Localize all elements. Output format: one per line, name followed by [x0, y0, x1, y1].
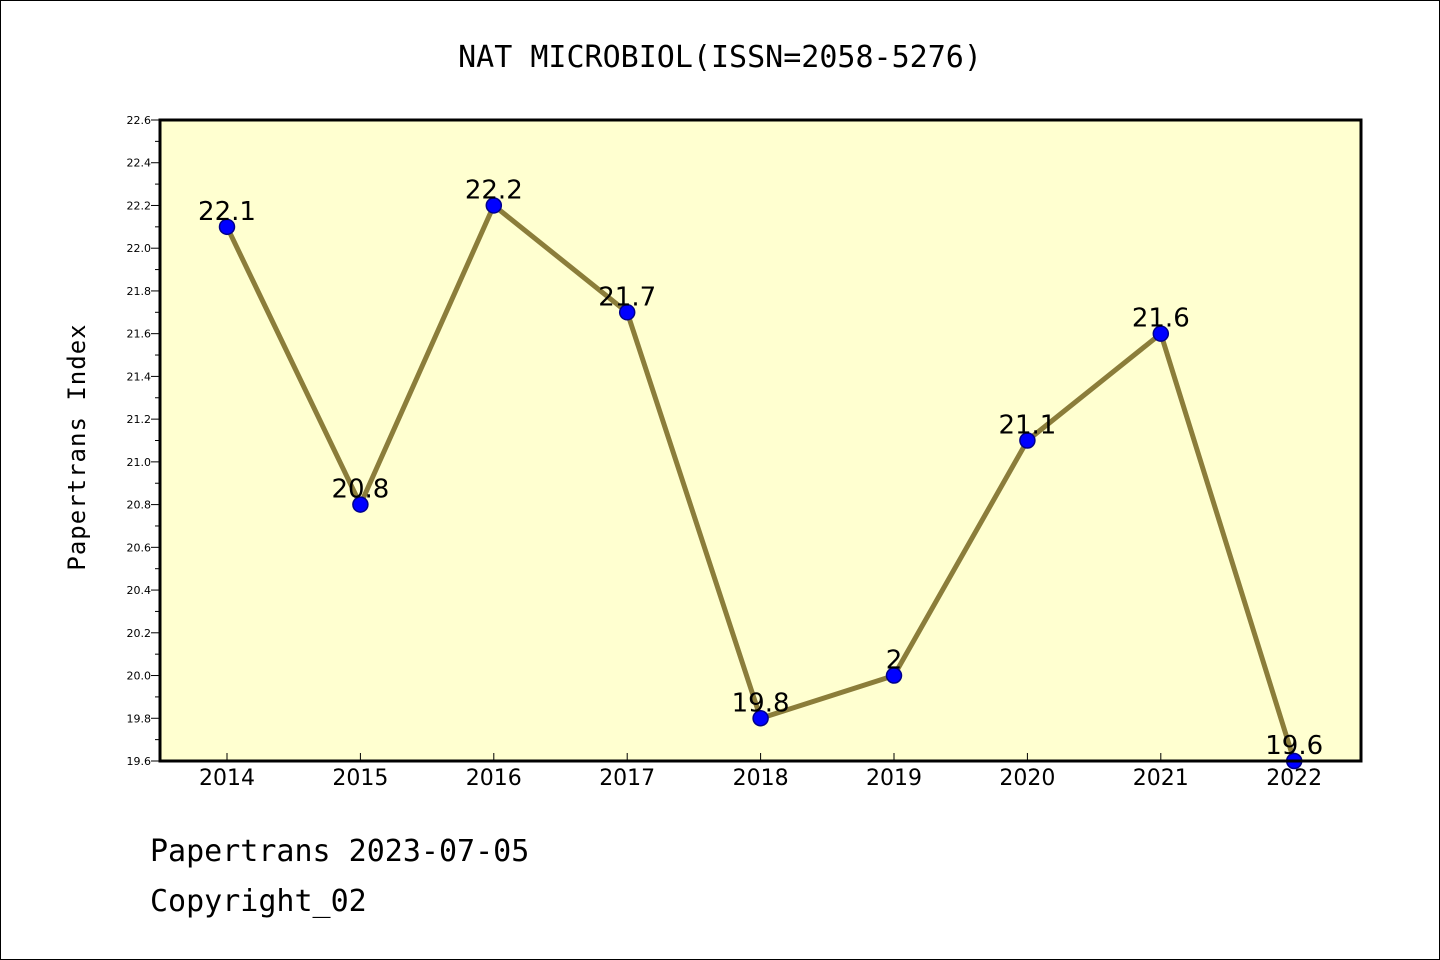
y-tick-label: 20.6	[127, 541, 152, 554]
y-tick-label: 21.2	[127, 413, 152, 426]
data-label: 19.6	[1265, 731, 1323, 761]
data-label: 21.6	[1132, 304, 1190, 334]
chart-title: NAT MICROBIOL(ISSN=2058-5276)	[458, 40, 982, 75]
y-axis-label: Papertrans Index	[63, 323, 91, 570]
y-tick-label: 22.4	[127, 157, 152, 170]
y-tick-label: 20.0	[127, 670, 152, 683]
x-tick-label: 2021	[1133, 766, 1189, 791]
x-tick-label: 2019	[866, 766, 922, 791]
data-point	[1152, 325, 1170, 342]
y-tick-label: 20.4	[127, 584, 152, 597]
plot-area	[160, 120, 1361, 761]
y-tick-label: 21.4	[127, 370, 152, 383]
y-tick-label: 19.6	[127, 755, 152, 768]
data-label: 19.8	[732, 688, 790, 718]
y-tick-label: 21.6	[127, 328, 152, 341]
data-point	[352, 496, 369, 513]
data-point	[218, 218, 236, 236]
data-point	[885, 667, 903, 684]
data-point	[1019, 432, 1036, 449]
data-point	[752, 710, 769, 727]
x-axis-ticks: 2014 2015 2016 2017 2018 2019 2020 2021 2022	[199, 753, 1322, 791]
x-tick-label: 2016	[466, 766, 522, 791]
x-tick-label: 2022	[1266, 766, 1322, 791]
y-tick-label: 22.6	[127, 114, 152, 127]
data-point	[485, 197, 503, 214]
y-tick-label: 20.2	[127, 627, 152, 640]
data-label: 22.2	[465, 175, 523, 205]
x-tick-label: 2014	[199, 766, 255, 791]
footer-copyright-text: Copyright_02	[150, 884, 367, 919]
y-tick-label: 22.0	[127, 242, 152, 255]
y-tick-label: 19.8	[127, 712, 152, 725]
x-tick-label: 2017	[599, 766, 655, 791]
plot-border	[158, 118, 1363, 763]
x-tick-label: 2020	[999, 766, 1055, 791]
x-tick-label: 2018	[733, 766, 789, 791]
data-label: 2	[886, 646, 903, 676]
data-point	[618, 304, 636, 321]
y-tick-label: 22.2	[127, 199, 152, 212]
data-label: 22.1	[198, 197, 256, 227]
footer-date-text: Papertrans 2023-07-05	[150, 834, 530, 869]
data-label: 20.8	[331, 475, 389, 505]
data-labels: 22.1 20.8 22.2 21.7 19.8 2 21.1 21.6 19.6	[198, 175, 1323, 761]
y-axis-ticks: 19.6 19.8 20.0 20.2 20.4 20.6 20.8 21.0 21.2 21.4…	[127, 114, 160, 768]
data-label: 21.1	[998, 411, 1056, 441]
data-label: 21.7	[598, 282, 656, 312]
y-tick-label: 21.8	[127, 285, 152, 298]
y-tick-label: 21.0	[127, 456, 152, 469]
x-tick-label: 2015	[332, 766, 388, 791]
y-tick-label: 20.8	[127, 499, 152, 512]
